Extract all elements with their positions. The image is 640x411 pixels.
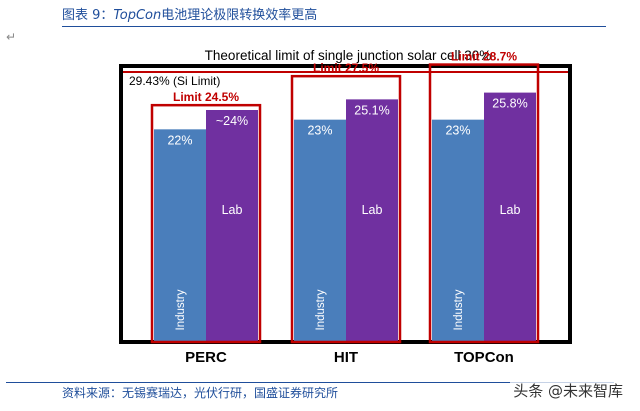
bar-industry-2 — [432, 119, 484, 343]
chart-title: Theoretical limit of single junction sol… — [205, 48, 492, 63]
caption-text: 电池理论极限转换效率更高 — [161, 8, 318, 23]
bar-lab-2 — [484, 92, 536, 342]
si-limit-annotation: 29.43% (Si Limit) — [129, 74, 220, 88]
caption-label: 图表 9： — [62, 8, 114, 23]
category-label-2: TOPCon — [454, 349, 514, 366]
bar-industry-0 — [154, 129, 206, 342]
data-label-industry-0: 22% — [167, 133, 192, 147]
data-label-lab-0: ~24% — [216, 114, 248, 128]
series-label-industry-1: Industry — [315, 289, 327, 330]
series-label-lab-1: Lab — [362, 203, 383, 217]
bar-industry-1 — [294, 119, 346, 343]
limit-box-2 — [428, 63, 540, 344]
figure-caption: 图表 9：TopCon电池理论极限转换效率更高 — [62, 4, 317, 23]
series-label-lab-0: Lab — [222, 203, 243, 217]
bar-lab-0 — [206, 110, 258, 342]
category-label-1: HIT — [334, 349, 358, 366]
limit-box-0 — [150, 103, 262, 344]
caption-topic: TopCon — [113, 8, 162, 23]
data-label-industry-2: 23% — [445, 124, 470, 138]
limit-label-2: Limit 28.7% — [451, 50, 517, 64]
series-label-industry-2: Industry — [453, 289, 465, 330]
data-label-industry-1: 23% — [307, 124, 332, 138]
data-label-lab-2: 25.8% — [492, 97, 527, 111]
category-label-0: PERC — [185, 349, 227, 366]
bar-lab-1 — [346, 99, 398, 342]
return-mark-icon: ↵ — [6, 30, 17, 44]
footer-divider — [6, 382, 614, 383]
source-note: 资料来源：无锡赛瑞达，光伏行研，国盛证券研究所 — [62, 386, 339, 400]
data-label-lab-1: 25.1% — [354, 103, 389, 117]
series-label-industry-0: Industry — [175, 289, 187, 330]
limit-label-1: Limit 27.5% — [313, 61, 379, 75]
series-label-lab-2: Lab — [500, 203, 521, 217]
watermark: 头条 @未来智库 — [510, 380, 626, 401]
limit-box-1 — [290, 74, 402, 344]
limit-label-0: Limit 24.5% — [173, 90, 239, 104]
caption-divider — [62, 26, 606, 27]
